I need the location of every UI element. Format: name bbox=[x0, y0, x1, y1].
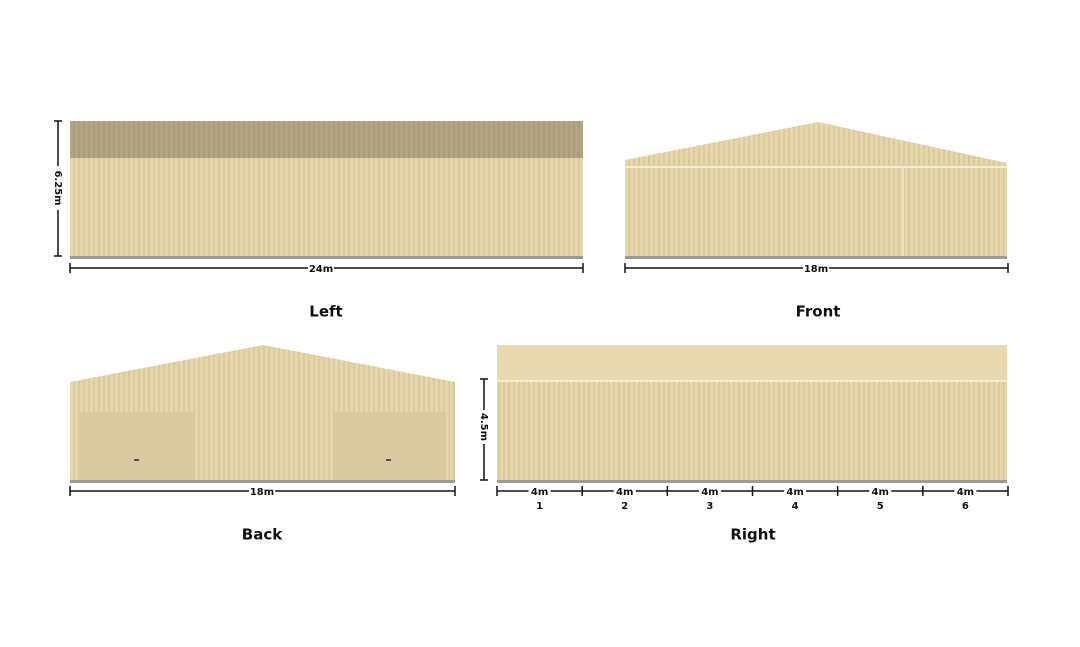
label-bg bbox=[869, 486, 892, 497]
wall bbox=[70, 158, 583, 256]
bay-width-label: 4m bbox=[786, 487, 803, 498]
bay-number: 4 bbox=[792, 501, 799, 512]
right-elevation: 4.5m Right 4m 1 4m 2 4m 3 4m 4 4m 5 4m 6 bbox=[477, 345, 1009, 544]
base bbox=[70, 480, 455, 483]
label-bg bbox=[249, 485, 275, 497]
base bbox=[625, 256, 1007, 259]
left-elevation: 6.25m 24m Left bbox=[51, 120, 584, 321]
door-handle bbox=[134, 459, 139, 461]
bay-number: 6 bbox=[962, 501, 969, 512]
roof bbox=[497, 345, 1007, 381]
label-bg bbox=[954, 486, 977, 497]
height-label: 6.25m bbox=[52, 170, 63, 205]
width-label: 18m bbox=[804, 264, 828, 275]
height-label: 4.5m bbox=[478, 413, 489, 441]
view-title: Left bbox=[309, 303, 342, 321]
width-label: 18m bbox=[250, 487, 274, 498]
bay-number: 1 bbox=[536, 501, 543, 512]
roller-door bbox=[80, 412, 193, 480]
bay-number: 5 bbox=[877, 501, 884, 512]
roller-door bbox=[333, 412, 446, 480]
wall bbox=[497, 382, 1007, 480]
view-title: Back bbox=[242, 526, 283, 544]
view-title: Front bbox=[796, 303, 841, 321]
label-bg bbox=[803, 262, 829, 274]
back-elevation: 18m Back bbox=[69, 345, 456, 544]
roof bbox=[70, 121, 583, 158]
wall bbox=[625, 122, 1007, 256]
bay-number: 2 bbox=[621, 501, 628, 512]
view-title: Right bbox=[730, 526, 775, 544]
label-bg bbox=[698, 486, 721, 497]
base bbox=[497, 480, 1007, 483]
label-bg bbox=[51, 166, 65, 210]
width-label: 24m bbox=[309, 264, 333, 275]
front-elevation: 18m Front bbox=[624, 122, 1009, 321]
label-bg bbox=[784, 486, 807, 497]
bay-width-label: 4m bbox=[701, 487, 718, 498]
bay-number: 3 bbox=[706, 501, 713, 512]
label-bg bbox=[308, 262, 334, 274]
label-bg bbox=[477, 410, 491, 444]
bay-width-label: 4m bbox=[957, 487, 974, 498]
bay-width-label: 4m bbox=[616, 487, 633, 498]
label-bg bbox=[613, 486, 636, 497]
door-handle bbox=[386, 459, 391, 461]
bay-width-label: 4m bbox=[872, 487, 889, 498]
bay-width-label: 4m bbox=[531, 487, 548, 498]
label-bg bbox=[528, 486, 551, 497]
base bbox=[70, 256, 583, 259]
